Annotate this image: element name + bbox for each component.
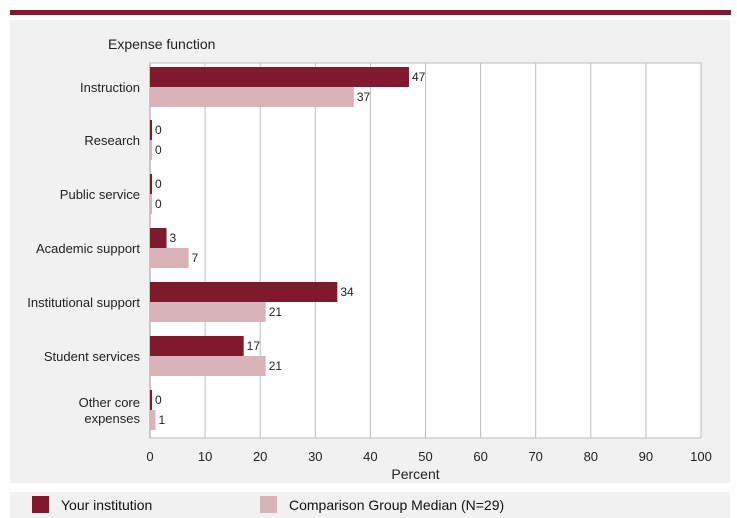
bar xyxy=(150,174,152,194)
category-label: Student services xyxy=(44,349,141,364)
legend-swatch-comparison-group xyxy=(260,496,277,513)
bar xyxy=(150,87,354,107)
bar xyxy=(150,390,152,410)
bar xyxy=(150,282,338,302)
category-label: Institutional support xyxy=(27,295,140,310)
data-label: 37 xyxy=(357,90,371,104)
data-label: 0 xyxy=(155,393,162,407)
bar xyxy=(150,140,152,160)
legend-label-your-institution: Your institution xyxy=(61,496,153,513)
category-label: Academic support xyxy=(36,241,140,256)
bar xyxy=(150,194,152,214)
category-label: Other core xyxy=(79,395,140,410)
category-label: Instruction xyxy=(80,80,140,95)
bar xyxy=(150,228,167,248)
header-rule xyxy=(10,10,731,15)
x-tick-label: 90 xyxy=(639,449,653,464)
x-tick-label: 80 xyxy=(584,449,598,464)
data-label: 21 xyxy=(269,359,283,373)
bar xyxy=(150,302,266,322)
x-tick-label: 30 xyxy=(308,449,322,464)
bar xyxy=(150,336,244,356)
data-label: 0 xyxy=(155,197,162,211)
x-tick-label: 40 xyxy=(363,449,377,464)
category-axis-title: Expense function xyxy=(108,36,215,52)
data-label: 0 xyxy=(155,123,162,137)
bar xyxy=(150,67,409,87)
data-label: 1 xyxy=(159,413,166,427)
bar xyxy=(150,410,156,430)
category-label: Public service xyxy=(60,187,140,202)
chart-legend: Your institution Comparison Group Median… xyxy=(10,492,730,518)
data-label: 3 xyxy=(170,231,177,245)
data-label: 7 xyxy=(192,251,199,265)
data-label: 34 xyxy=(340,285,354,299)
x-tick-label: 0 xyxy=(146,449,153,464)
legend-swatch-your-institution xyxy=(32,496,49,513)
data-label: 47 xyxy=(412,70,426,84)
category-label: Research xyxy=(84,133,140,148)
x-tick-label: 100 xyxy=(690,449,712,464)
bar xyxy=(150,248,189,268)
data-label: 21 xyxy=(269,305,283,319)
x-tick-label: 20 xyxy=(253,449,267,464)
data-label: 17 xyxy=(247,339,261,353)
x-tick-label: 50 xyxy=(418,449,432,464)
bar xyxy=(150,120,152,140)
legend-item-comparison-group: Comparison Group Median (N=29) xyxy=(260,496,504,513)
x-tick-label: 60 xyxy=(473,449,487,464)
bar xyxy=(150,356,266,376)
x-axis-title: Percent xyxy=(391,466,439,482)
x-tick-label: 10 xyxy=(198,449,212,464)
data-label: 0 xyxy=(155,177,162,191)
legend-item-your-institution: Your institution xyxy=(32,496,152,513)
x-tick-label: 70 xyxy=(528,449,542,464)
data-label: 0 xyxy=(155,143,162,157)
legend-label-comparison-group: Comparison Group Median (N=29) xyxy=(289,496,505,513)
chart-panel: 0 10 20 30 40 50 60 70 80 90 100 Percent Expense fun… xyxy=(10,20,730,483)
category-label: expenses xyxy=(84,411,140,426)
